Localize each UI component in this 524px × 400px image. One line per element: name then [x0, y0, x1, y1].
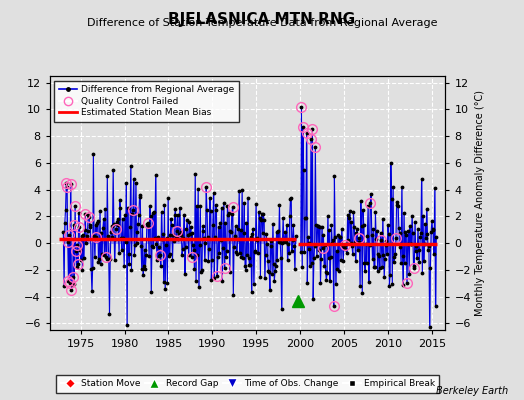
Text: Berkeley Earth: Berkeley Earth	[436, 386, 508, 396]
Legend: Station Move, Record Gap, Time of Obs. Change, Empirical Break: Station Move, Record Gap, Time of Obs. C…	[56, 375, 439, 393]
Y-axis label: Monthly Temperature Anomaly Difference (°C): Monthly Temperature Anomaly Difference (…	[475, 90, 485, 316]
Text: Difference of Station Temperature Data from Regional Average: Difference of Station Temperature Data f…	[87, 18, 437, 28]
Text: BJELASNICA MTN RNG: BJELASNICA MTN RNG	[168, 12, 356, 27]
